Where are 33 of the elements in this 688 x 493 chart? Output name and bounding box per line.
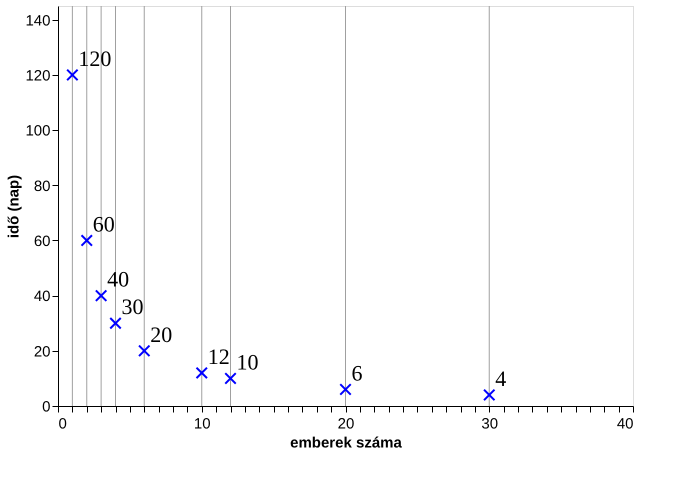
data-label: 6 bbox=[352, 360, 362, 386]
x-axis-title: emberek száma bbox=[290, 434, 403, 452]
x-tick-label: 10 bbox=[194, 416, 211, 432]
point bbox=[109, 316, 122, 330]
data-label: 40 bbox=[107, 266, 130, 292]
y-tick-label: 0 bbox=[42, 398, 50, 416]
data-label: 4 bbox=[495, 366, 506, 391]
y-tick-label: 40 bbox=[34, 288, 50, 306]
data-label: 12 bbox=[208, 344, 230, 369]
x-tick-label: 0 bbox=[58, 416, 67, 432]
point bbox=[80, 234, 93, 247]
y-axis-title: idő (nap) bbox=[5, 174, 22, 238]
point bbox=[224, 372, 237, 385]
data-label: 120 bbox=[78, 46, 112, 71]
point bbox=[94, 289, 108, 302]
y-tick-label: 140 bbox=[25, 12, 50, 30]
point bbox=[483, 388, 496, 402]
x-tick-label: 20 bbox=[338, 416, 354, 432]
x-tick-label: 30 bbox=[481, 416, 498, 432]
x-tick-label: 40 bbox=[616, 416, 634, 432]
data-label: 30 bbox=[122, 294, 144, 320]
data-label: 20 bbox=[150, 322, 172, 347]
data-label: 60 bbox=[92, 211, 115, 236]
point bbox=[196, 366, 208, 380]
y-tick-label: 20 bbox=[34, 343, 50, 360]
y-tick-label: 60 bbox=[34, 232, 50, 250]
y-tick-label: 80 bbox=[34, 178, 50, 195]
point bbox=[138, 344, 150, 358]
y-tick-label: 120 bbox=[25, 67, 50, 84]
y-tick-label: 100 bbox=[25, 122, 50, 140]
point bbox=[66, 68, 79, 82]
point bbox=[339, 383, 352, 396]
data-label: 10 bbox=[236, 349, 258, 374]
